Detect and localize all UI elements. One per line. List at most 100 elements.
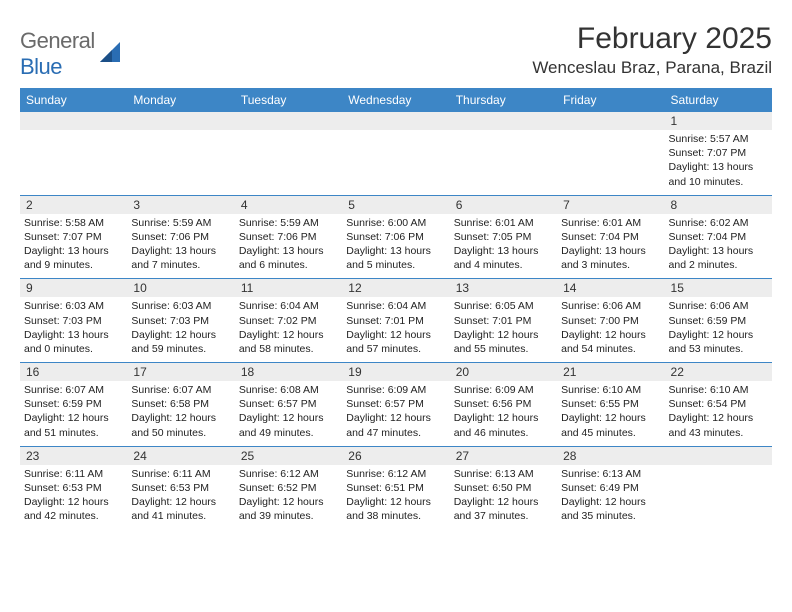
day-number: 17 <box>127 363 234 381</box>
day-number <box>665 447 772 465</box>
weekday-label: Sunday <box>20 88 127 112</box>
day-number <box>342 112 449 130</box>
day-number: 5 <box>342 196 449 214</box>
weekday-label: Friday <box>557 88 664 112</box>
day-cell: 3 Sunrise: 5:59 AMSunset: 7:06 PMDaylight… <box>127 196 234 279</box>
day-number <box>450 112 557 130</box>
day-number: 10 <box>127 279 234 297</box>
week-row: 9 Sunrise: 6:03 AMSunset: 7:03 PMDaylight… <box>20 279 772 363</box>
header: General Blue February 2025 Wenceslau Bra… <box>20 22 772 80</box>
weekday-label: Monday <box>127 88 234 112</box>
day-info: Sunrise: 6:07 AMSunset: 6:59 PMDaylight:… <box>24 383 123 440</box>
week-row: 16 Sunrise: 6:07 AMSunset: 6:59 PMDayligh… <box>20 363 772 447</box>
day-info: Sunrise: 6:13 AMSunset: 6:50 PMDaylight:… <box>454 467 553 524</box>
day-cell <box>450 112 557 195</box>
day-cell: 24Sunrise: 6:11 AMSunset: 6:53 PMDayligh… <box>127 447 234 530</box>
day-cell: 28 Sunrise: 6:13 AMSunset: 6:49 PMDayligh… <box>557 447 664 530</box>
day-info: Sunrise: 6:11 AMSunset: 6:53 PMDaylight:… <box>131 467 230 524</box>
logo-text-blue: Blue <box>20 54 62 79</box>
day-info: Sunrise: 6:01 AMSunset: 7:04 PMDaylight:… <box>561 216 660 273</box>
logo-text-general: General <box>20 28 95 53</box>
month-title: February 2025 <box>532 22 772 56</box>
day-cell: 19 Sunrise: 6:09 AMSunset: 6:57 PMDayligh… <box>342 363 449 446</box>
week-row: 2 Sunrise: 5:58 AMSunset: 7:07 PMDaylight… <box>20 196 772 280</box>
day-cell: 22 Sunrise: 6:10 AMSunset: 6:54 PMDayligh… <box>665 363 772 446</box>
day-number: 11 <box>235 279 342 297</box>
day-cell: 21 Sunrise: 6:10 AMSunset: 6:55 PMDayligh… <box>557 363 664 446</box>
day-cell: 7Sunrise: 6:01 AMSunset: 7:04 PMDaylight… <box>557 196 664 279</box>
day-info: Sunrise: 6:10 AMSunset: 6:54 PMDaylight:… <box>669 383 768 440</box>
day-info: Sunrise: 5:59 AMSunset: 7:06 PMDaylight:… <box>239 216 338 273</box>
day-number: 28 <box>557 447 664 465</box>
day-cell: 13Sunrise: 6:05 AMSunset: 7:01 PMDayligh… <box>450 279 557 362</box>
day-number: 8 <box>665 196 772 214</box>
day-cell: 4 Sunrise: 5:59 AMSunset: 7:06 PMDaylight… <box>235 196 342 279</box>
day-info: Sunrise: 6:02 AMSunset: 7:04 PMDaylight:… <box>669 216 768 273</box>
day-info: Sunrise: 6:13 AMSunset: 6:49 PMDaylight:… <box>561 467 660 524</box>
day-number: 15 <box>665 279 772 297</box>
day-cell <box>235 112 342 195</box>
day-cell: 11 Sunrise: 6:04 AMSunset: 7:02 PMDayligh… <box>235 279 342 362</box>
day-number: 14 <box>557 279 664 297</box>
day-number: 25 <box>235 447 342 465</box>
day-cell: 9 Sunrise: 6:03 AMSunset: 7:03 PMDaylight… <box>20 279 127 362</box>
day-info: Sunrise: 6:12 AMSunset: 6:52 PMDaylight:… <box>239 467 338 524</box>
title-block: February 2025 Wenceslau Braz, Parana, Br… <box>532 22 772 78</box>
weekday-label: Wednesday <box>342 88 449 112</box>
day-number: 18 <box>235 363 342 381</box>
day-info: Sunrise: 5:58 AMSunset: 7:07 PMDaylight:… <box>24 216 123 273</box>
day-info: Sunrise: 6:03 AMSunset: 7:03 PMDaylight:… <box>24 299 123 356</box>
day-cell: 18 Sunrise: 6:08 AMSunset: 6:57 PMDayligh… <box>235 363 342 446</box>
weekday-header: SundayMondayTuesdayWednesdayThursdayFrid… <box>20 88 772 112</box>
day-number: 9 <box>20 279 127 297</box>
day-info: Sunrise: 6:10 AMSunset: 6:55 PMDaylight:… <box>561 383 660 440</box>
day-info: Sunrise: 5:59 AMSunset: 7:06 PMDaylight:… <box>131 216 230 273</box>
day-cell: 12 Sunrise: 6:04 AMSunset: 7:01 PMDayligh… <box>342 279 449 362</box>
week-row: 23Sunrise: 6:11 AMSunset: 6:53 PMDayligh… <box>20 447 772 530</box>
day-number <box>20 112 127 130</box>
day-info: Sunrise: 6:09 AMSunset: 6:56 PMDaylight:… <box>454 383 553 440</box>
day-number: 6 <box>450 196 557 214</box>
day-number: 16 <box>20 363 127 381</box>
day-cell <box>665 447 772 530</box>
day-info: Sunrise: 6:09 AMSunset: 6:57 PMDaylight:… <box>346 383 445 440</box>
day-number: 12 <box>342 279 449 297</box>
day-info: Sunrise: 6:05 AMSunset: 7:01 PMDaylight:… <box>454 299 553 356</box>
day-info: Sunrise: 6:12 AMSunset: 6:51 PMDaylight:… <box>346 467 445 524</box>
day-number: 21 <box>557 363 664 381</box>
weekday-label: Thursday <box>450 88 557 112</box>
day-number: 22 <box>665 363 772 381</box>
day-info: Sunrise: 5:57 AMSunset: 7:07 PMDaylight:… <box>669 132 768 189</box>
day-cell: 15Sunrise: 6:06 AMSunset: 6:59 PMDayligh… <box>665 279 772 362</box>
day-number: 23 <box>20 447 127 465</box>
day-number: 20 <box>450 363 557 381</box>
calendar: SundayMondayTuesdayWednesdayThursdayFrid… <box>20 88 772 529</box>
day-cell: 27 Sunrise: 6:13 AMSunset: 6:50 PMDayligh… <box>450 447 557 530</box>
day-cell <box>342 112 449 195</box>
day-info: Sunrise: 6:00 AMSunset: 7:06 PMDaylight:… <box>346 216 445 273</box>
weekday-label: Tuesday <box>235 88 342 112</box>
day-cell: 6Sunrise: 6:01 AMSunset: 7:05 PMDaylight… <box>450 196 557 279</box>
day-cell: 23Sunrise: 6:11 AMSunset: 6:53 PMDayligh… <box>20 447 127 530</box>
day-info: Sunrise: 6:06 AMSunset: 7:00 PMDaylight:… <box>561 299 660 356</box>
day-cell <box>557 112 664 195</box>
location: Wenceslau Braz, Parana, Brazil <box>532 58 772 78</box>
day-number: 2 <box>20 196 127 214</box>
day-number: 26 <box>342 447 449 465</box>
day-number <box>557 112 664 130</box>
day-info: Sunrise: 6:04 AMSunset: 7:02 PMDaylight:… <box>239 299 338 356</box>
day-cell: 10Sunrise: 6:03 AMSunset: 7:03 PMDayligh… <box>127 279 234 362</box>
day-number <box>127 112 234 130</box>
day-cell: 16 Sunrise: 6:07 AMSunset: 6:59 PMDayligh… <box>20 363 127 446</box>
day-number: 3 <box>127 196 234 214</box>
day-info: Sunrise: 6:08 AMSunset: 6:57 PMDaylight:… <box>239 383 338 440</box>
day-cell: 2 Sunrise: 5:58 AMSunset: 7:07 PMDaylight… <box>20 196 127 279</box>
day-number: 4 <box>235 196 342 214</box>
day-number: 19 <box>342 363 449 381</box>
day-cell <box>127 112 234 195</box>
day-info: Sunrise: 6:07 AMSunset: 6:58 PMDaylight:… <box>131 383 230 440</box>
day-number: 27 <box>450 447 557 465</box>
day-info: Sunrise: 6:04 AMSunset: 7:01 PMDaylight:… <box>346 299 445 356</box>
day-cell: 1Sunrise: 5:57 AMSunset: 7:07 PMDaylight… <box>665 112 772 195</box>
day-cell: 17 Sunrise: 6:07 AMSunset: 6:58 PMDayligh… <box>127 363 234 446</box>
